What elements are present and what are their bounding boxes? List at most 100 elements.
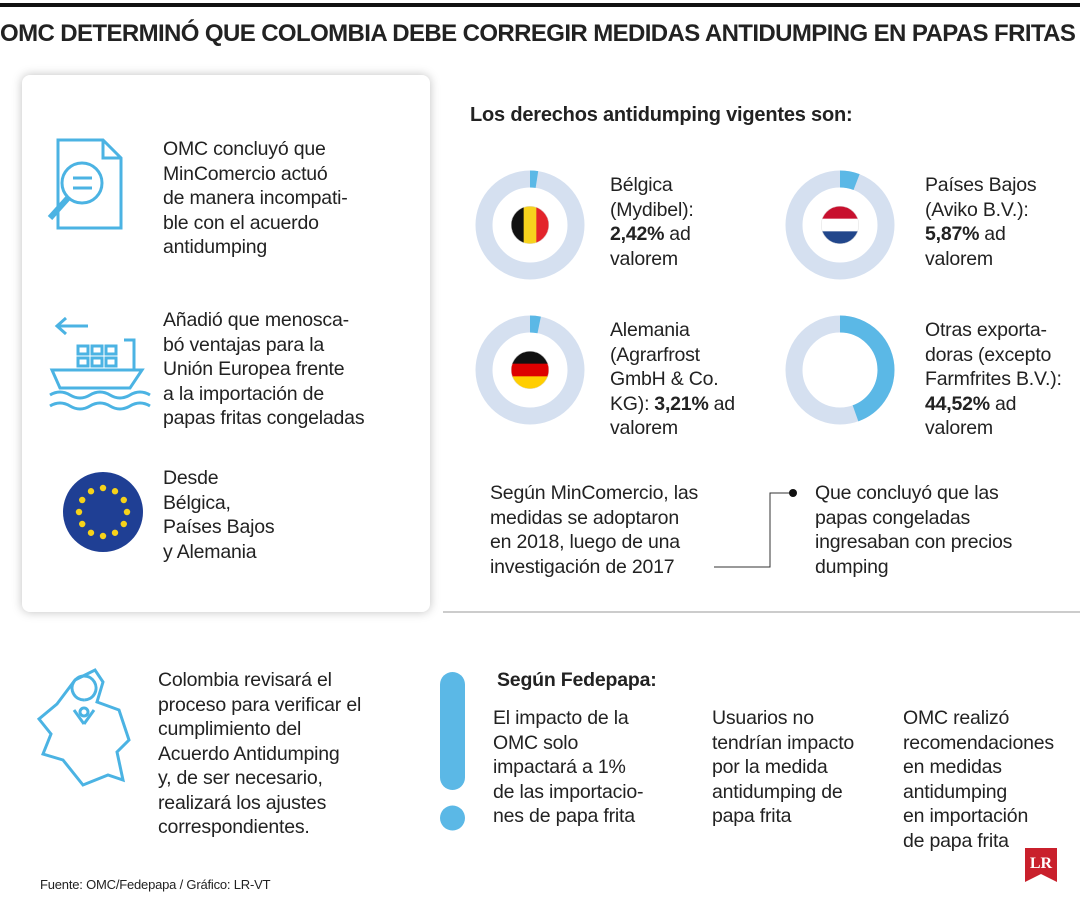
duty-label: Países Bajos [925,174,1037,196]
eu-star [79,520,86,528]
text-part: ad [984,223,1006,245]
text-part: ad [713,392,735,415]
review-text: proceso para verificar el [158,693,362,716]
review-text: Acuerdo Antidumping [158,742,340,765]
note-right: ingresaban con precios [815,531,1013,553]
flag-stripe [821,218,859,232]
value-label: 44,52% [925,392,990,415]
note-left: medidas se adoptaron [490,506,679,529]
text-part: ad [669,223,691,245]
duty-label: (Aviko B.V.): [925,198,1029,221]
panel-text: Países Bajos [163,516,275,538]
review-text: correspondientes. [158,816,310,838]
eu-stars [75,484,131,540]
document-icon [47,138,123,230]
note-left: en 2018, luego de una [490,531,680,553]
fedepapa-column: antidumping de [712,780,843,803]
fedepapa-column: tendrían impacto [712,731,855,754]
note-left: Según MinComercio, las [490,482,699,504]
ship-icon [49,316,151,411]
panel-text: Añadió que menosca- [163,309,349,331]
panel-text: papas fritas congeladas [163,407,365,429]
panel-text: Unión Europea frente [163,358,345,380]
exclamation-bar [440,672,465,790]
flag-stripe [536,206,549,244]
fedepapa-column: de papa frita [903,829,1009,852]
duty-value: 5,87% ad [925,222,1006,247]
fedepapa-column: de las importacio- [493,780,644,803]
value-label: 5,87% [925,223,980,245]
panel-text: OMC concluyó que [163,138,326,160]
eu-star [99,484,107,492]
note-right: papas congeladas [815,506,971,529]
top-rule [0,3,1080,7]
duty-label: valorem [925,247,993,270]
donut-arc [785,170,895,280]
duties-heading: Los derechos antidumping vigentes son: [470,104,853,126]
fedepapa-column: nes de papa frita [493,805,635,827]
note-right: Que concluyó que las [815,482,999,504]
donut-arc [475,170,585,280]
value-label: 2,42% [610,223,665,245]
duty-label: valorem [925,417,993,439]
duty-label: Alemania [610,319,690,341]
eu-star [99,532,107,540]
flag-stripe [821,206,859,220]
review-text: Colombia revisará el [158,669,332,691]
panel-text: bó ventajas para la [163,333,324,356]
fedepapa-column: impactará a 1% [493,756,626,778]
fedepapa-column: Usuarios no [712,707,814,729]
panel-text: MinComercio actuó [163,162,328,185]
eu-star [75,508,83,516]
logo-badge [1025,848,1057,882]
fedepapa-column: en importación [903,805,1029,827]
source: Fuente: OMC/Fedepapa / Gráfico: LR-VT [40,877,271,892]
fedepapa-column: recomendaciones [903,731,1054,754]
fedepapa-column: antidumping [903,780,1008,803]
eu-star [87,529,95,536]
flag-stripe [821,231,859,244]
eu-flag [63,472,143,552]
panel-text: de manera incompati- [163,187,348,209]
text-part: KG): [610,392,650,415]
duty-label: GmbH & Co. [610,368,719,390]
eu-star [120,520,127,528]
duty-label: doras (excepto [925,343,1052,366]
text-part: ad [994,392,1017,415]
flag [821,206,859,244]
note-right: dumping [815,555,889,578]
connector [714,492,792,568]
review-text: cumplimiento del [158,718,302,740]
connector-dot [789,489,797,497]
flag [511,206,549,244]
duty-label: Otras exporta- [925,319,1047,341]
duty-label: Farmfrites B.V.): [925,368,1062,390]
duty-label: valorem [610,247,678,270]
eu-star [79,496,86,504]
flag-stripe [511,376,549,389]
panel-text: ble con el acuerdo [163,211,319,234]
duty-value: 2,42% ad [610,222,691,247]
fedepapa-column: OMC realizó [903,707,1010,729]
note-left: investigación de 2017 [490,555,675,578]
eu-star [87,488,95,495]
duty-label: valorem [610,417,678,439]
donut-arc [785,315,895,425]
map-icon [36,668,131,787]
donut-arc [475,315,585,425]
flag-stripe [511,206,525,244]
flag-stripe [523,206,537,244]
panel-text: y Alemania [163,540,257,563]
duty-label: Bélgica [610,174,673,196]
duty-value: KG): 3,21% ad [610,392,735,417]
duty-label: (Agrarfrost [610,343,700,366]
fedepapa-column: en medidas [903,756,1002,778]
panel-text: a la importación de [163,382,324,405]
fedepapa-heading: Según Fedepapa: [497,669,657,691]
duty-label: (Mydibel): [610,198,694,221]
fedepapa-column: El impacto de la [493,707,629,729]
flag [511,351,549,389]
